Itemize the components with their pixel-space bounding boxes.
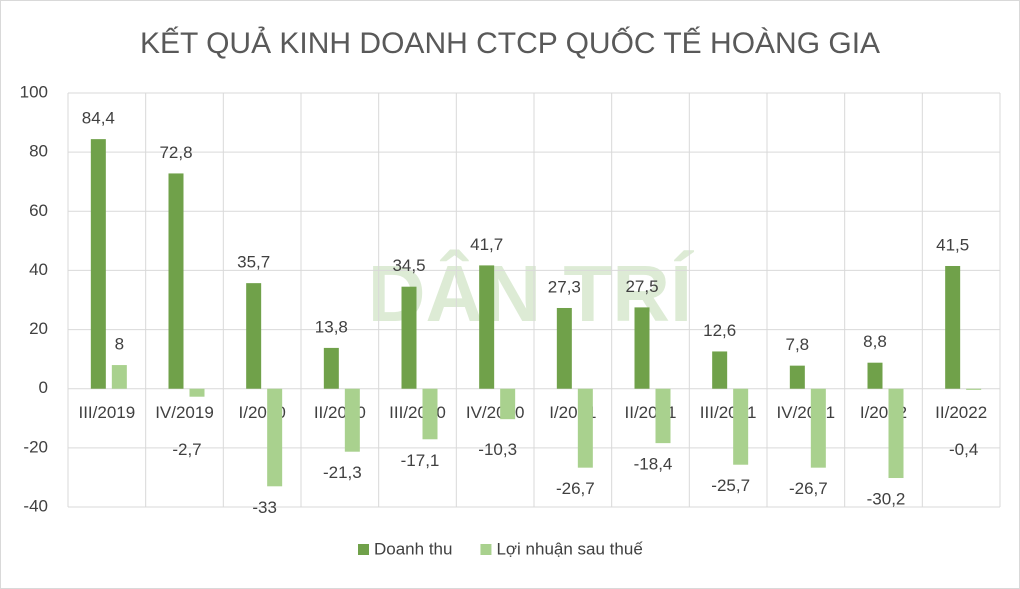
bar [655,388,671,444]
bar [888,388,904,479]
data-label: -2,7 [172,440,201,459]
data-label: 35,7 [237,253,270,272]
data-label: 34,5 [392,256,425,275]
y-tick-label: 100 [20,82,48,101]
bar [733,388,749,465]
bar [556,307,572,389]
x-tick-label: II/2022 [935,403,987,422]
y-tick-label: -40 [23,496,48,515]
y-tick-label: 0 [39,378,48,397]
bar [168,173,184,389]
data-label: -26,7 [789,479,828,498]
bar [500,388,516,420]
bar [111,365,127,389]
x-tick-label: IV/2019 [155,403,214,422]
data-label: 12,6 [703,321,736,340]
legend-label: Doanh thu [374,539,452,558]
bar [323,347,339,389]
data-label: -0,4 [949,440,978,459]
bar [90,139,106,389]
legend-swatch [480,544,492,555]
data-label: -26,7 [556,479,595,498]
y-tick-label: 20 [29,319,48,338]
y-tick-label: 80 [29,142,48,161]
bar [634,307,650,389]
data-label: -17,1 [401,451,440,470]
data-label: 13,8 [315,317,348,336]
bar [810,388,826,468]
x-tick-label: IV/2020 [466,403,525,422]
bar [189,388,205,397]
data-label: -18,4 [634,455,673,474]
bar [267,388,283,487]
x-tick-label: IV/2021 [777,403,836,422]
bar [966,388,982,390]
bar [577,388,593,468]
legend-label: Lợi nhuận sau thuế [496,539,643,558]
data-label: -10,3 [478,440,517,459]
bar [712,351,728,389]
data-label: 8 [115,335,124,354]
data-label: 41,5 [936,235,969,254]
bar [867,362,883,389]
bar [401,286,417,389]
legend-swatch [358,544,369,555]
data-label: 8,8 [863,332,887,351]
bar [344,388,360,452]
x-tick-label: III/2019 [78,403,135,422]
data-label: -21,3 [323,463,362,482]
data-label: -25,7 [711,476,750,495]
data-label: -33 [252,498,277,517]
bar [945,265,961,389]
data-label: 7,8 [786,335,810,354]
data-label: 41,7 [470,235,503,254]
data-label: 27,5 [625,277,658,296]
bar [479,265,495,389]
bar [422,388,438,440]
data-label: 84,4 [82,109,115,128]
data-label: 27,3 [548,277,581,296]
chart-title: KẾT QUẢ KINH DOANH CTCP QUỐC TẾ HOÀNG GI… [140,26,880,60]
data-label: -30,2 [867,490,906,509]
bar [246,283,262,389]
data-label: 72,8 [159,143,192,162]
y-tick-label: 60 [29,201,48,220]
y-tick-label: 40 [29,260,48,279]
y-tick-label: -20 [23,437,48,456]
bar [789,365,805,389]
